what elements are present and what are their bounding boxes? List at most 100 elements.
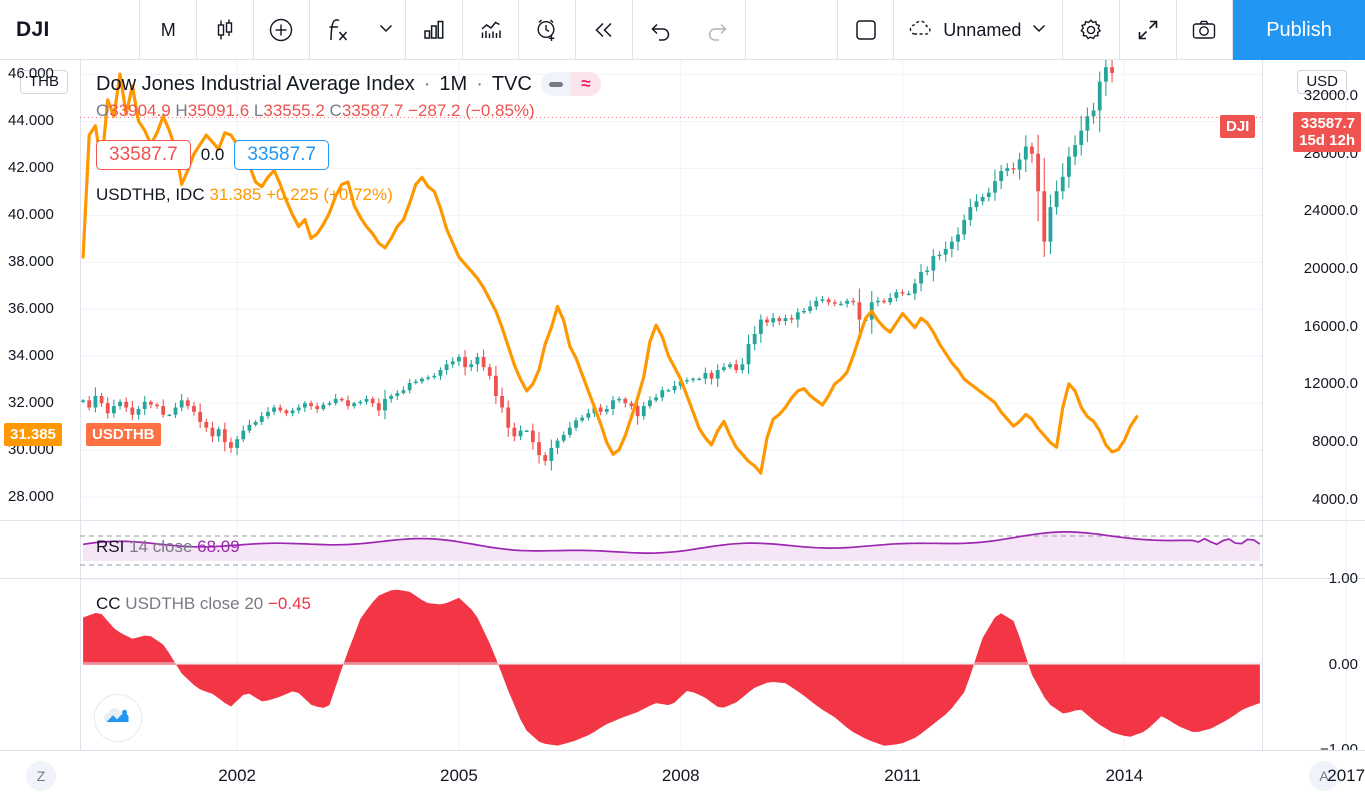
alert-button[interactable] [519,0,577,60]
time-scale[interactable]: Z A 2002200520082011201420172020 [0,750,1365,799]
usdthb-symbol-label: USDTHB [92,426,155,443]
candle-body [481,357,486,368]
candle-body [734,364,739,371]
wave-icon[interactable]: ≈ [570,72,601,96]
candle-body [980,196,985,202]
indicators-fx-icon [325,15,351,45]
usdthb-legend[interactable]: USDTHB, IDC 31.385 +0.225 (+0.72%) [96,185,393,205]
candle-body [457,357,461,362]
redo-icon [704,17,730,43]
fullscreen-button[interactable] [1120,0,1177,60]
add-compare-button[interactable] [254,0,311,60]
usdthb-price-value: 31.385 [10,426,56,443]
measurement-row[interactable]: 33587.7 0.0 33587.7 [96,140,330,170]
usdthb-line-series [81,72,1139,475]
dji-symbol-tag[interactable]: DJI [1220,115,1256,138]
candle-body [752,333,757,345]
hide-series-icon[interactable] [540,72,571,96]
rsi-legend-params: 14 close [129,537,193,556]
candle-body [641,406,646,417]
candle-body [247,424,252,431]
candle-body [937,254,942,257]
candle-body [574,420,578,428]
chart-settings-button[interactable] [1063,0,1120,60]
candle-body [949,241,954,249]
candle-body [1036,153,1041,192]
candle-body [789,318,794,320]
right-axis-tick: 32000.0 [1303,87,1358,105]
measure-right-box[interactable]: 33587.7 [234,140,330,170]
candle-body [1110,67,1114,73]
usdthb-legend-name: USDTHB, IDC [96,185,205,204]
left-currency-label: THB [29,73,59,90]
usdthb-legend-value: 31.385 [209,185,262,204]
dji-price-tag[interactable]: 33587.7 15d 12h [1293,112,1361,152]
right-axis-tick: 4000.0 [1312,490,1358,508]
page-title: Dow Jones Industrial Average Index [96,72,415,95]
main-legend[interactable]: Dow Jones Industrial Average Index · 1M … [96,72,601,121]
indicators-dropdown-button[interactable] [367,0,407,60]
measure-left-box[interactable]: 33587.7 [96,140,191,170]
interval-button[interactable]: M [140,0,197,60]
candle-body [611,400,615,409]
rsi-legend-value: 68.09 [197,537,240,556]
candle-body [900,292,905,294]
layout-name-button[interactable]: Unnamed [894,0,1064,60]
indicators-button[interactable] [310,0,367,60]
redo-button[interactable] [689,0,746,60]
candle-body [500,395,504,408]
candle-body [758,319,763,334]
candle-body [672,385,677,391]
candle-body [383,398,387,411]
layout-chevron-down-icon[interactable] [1030,19,1048,42]
symbol-search-button[interactable]: DJI [0,0,141,60]
candle-body [438,370,443,376]
timezone-badge[interactable]: Z [26,761,56,791]
rsi-legend[interactable]: RSI 14 close 68.09 [96,537,240,557]
left-scale-currency-badge[interactable]: THB [20,70,68,94]
candle-body [1091,110,1096,117]
cc-legend[interactable]: CC USDTHB close 20 −0.45 [96,594,311,614]
candle-body [272,407,276,412]
layout-select-button[interactable] [838,0,895,60]
right-scale-currency-badge[interactable]: USD [1297,70,1347,94]
bar-replay-button[interactable] [576,0,633,60]
legend-toggle-pill[interactable]: ≈ [540,72,601,96]
seasonals-button[interactable] [463,0,520,60]
tradingview-logo[interactable] [94,694,142,742]
candle-body [555,440,560,448]
ohlc-o-label: O [96,101,110,120]
left-axis-tick: 32.000 [8,393,54,411]
usdthb-symbol-tag[interactable]: USDTHB [86,423,161,446]
candle-body [302,403,307,408]
chart-style-button[interactable] [197,0,254,60]
chart-plot[interactable] [0,60,1365,799]
candle-body [580,417,585,421]
candle-body [931,256,936,271]
candle-body [111,406,116,414]
candle-body [420,378,424,382]
chart-container[interactable]: THB USD 46.000 44.000 42.000 40.000 38.000 36… [0,60,1365,799]
auto-scale-badge[interactable]: A [1309,761,1339,791]
candle-body [851,300,856,303]
candle-body [339,398,344,401]
usdthb-price-tag[interactable]: 31.385 [4,423,62,446]
candle-body [253,421,258,425]
publish-button[interactable]: Publish [1233,0,1365,60]
left-axis-tick: 44.000 [8,112,54,130]
candle-body [623,398,628,404]
financials-button[interactable] [406,0,463,60]
candle-body [543,455,548,461]
candle-body [956,234,960,242]
candle-body [845,300,850,304]
undo-button[interactable] [633,0,690,60]
candle-body [87,400,92,408]
candle-body [321,404,326,409]
candle-body [1017,159,1022,170]
candle-body [475,357,480,365]
dji-symbol-label: DJI [1226,118,1250,135]
candle-body [173,407,178,415]
candle-body [629,403,634,407]
layout-name-label: Unnamed [943,19,1022,40]
snapshot-button[interactable] [1177,0,1234,60]
